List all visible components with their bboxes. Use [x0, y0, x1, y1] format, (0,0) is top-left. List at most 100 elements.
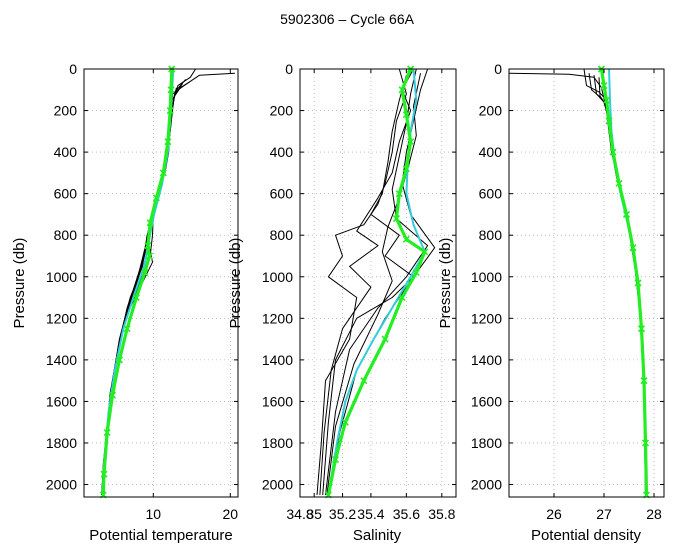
dens-ytick-label: 1200 [471, 310, 502, 326]
sal-ytick-label: 2000 [262, 477, 293, 493]
sal-profile-line-2 [322, 75, 414, 495]
temp-current-point [164, 138, 172, 146]
sal-profile-line-1 [319, 68, 414, 495]
sal-current-point [341, 418, 349, 426]
sal-current-point [402, 111, 410, 119]
figure-title: 5902306 – Cycle 66A [280, 11, 415, 27]
temp-ytick-label: 200 [54, 103, 78, 119]
dens-profile-line-0 [508, 72, 647, 495]
temp-profile-line-4 [102, 83, 184, 495]
temp-xtick-label: 20 [223, 506, 239, 522]
sal-current-point [360, 377, 368, 385]
temp-ytick-label: 0 [69, 61, 77, 77]
sal-profile-line-0 [316, 68, 407, 495]
sal-xtick-label: 35.4 [357, 506, 384, 522]
dens-ytick-label: 2000 [471, 477, 502, 493]
sal-current-point [407, 138, 415, 146]
sal-xlabel: Salinity [353, 527, 402, 544]
sal-series [316, 65, 436, 499]
panel-temperature: 0 200 400 600 800 1000 1200 1400 1600 1800 2000 10 2… [11, 61, 239, 544]
temp-reference-line-6 [101, 68, 175, 495]
sal-xtick-label: 35.6 [393, 506, 420, 522]
temp-current-point [159, 169, 167, 177]
dens-ytick-label: 200 [479, 103, 503, 119]
sal-current-point [392, 215, 401, 223]
dens-ylabel: Pressure (db) [437, 238, 454, 329]
temp-current-point [167, 86, 175, 94]
temp-ylabel: Pressure (db) [11, 238, 28, 329]
sal-ytick-label: 600 [270, 186, 294, 202]
sal-current-point [331, 456, 340, 464]
dens-ytick-label: 800 [479, 227, 503, 243]
dens-current-point [615, 179, 623, 187]
dens-series [508, 65, 651, 499]
sal-current-point [402, 235, 410, 243]
sal-ytick-label: 1800 [262, 435, 293, 451]
sal-current-point [402, 165, 410, 173]
sal-ytick-label: 1400 [262, 352, 293, 368]
temp-ticks: 0 200 400 600 800 1000 1200 1400 1600 1800 2000 10 2… [46, 61, 238, 522]
dens-current-point [640, 377, 648, 385]
temp-ytick-label: 600 [54, 186, 78, 202]
temp-ytick-label: 1600 [46, 393, 77, 409]
temp-profile-line-2 [102, 81, 191, 495]
dens-ytick-label: 600 [479, 186, 503, 202]
temp-profile-line-3 [102, 79, 186, 495]
temp-current-point [100, 470, 108, 478]
sal-ytick-label: 1600 [262, 393, 293, 409]
sal-ytick-label: 400 [270, 144, 294, 160]
sal-current-point [421, 248, 429, 256]
sal-xtick-label: 34.8 [286, 506, 313, 522]
sal-ticks: 0 200 400 600 800 1000 1200 1400 1600 1800 2000 34.… [262, 61, 456, 522]
sal-current-point [398, 86, 406, 94]
dens-xtick-label: 26 [546, 506, 562, 522]
temp-current-point [166, 106, 174, 115]
temp-profile-line-1 [101, 68, 197, 495]
dens-xlabel: Potential density [531, 527, 642, 544]
dens-xtick-label: 27 [596, 506, 612, 522]
sal-current-point [412, 269, 420, 277]
sal-current-line-7 [326, 68, 427, 496]
dens-ytick-label: 1600 [471, 393, 502, 409]
dens-ytick-label: 1000 [471, 269, 502, 285]
dens-ticks: 0 200 400 600 800 1000 1200 1400 1600 1800 2000 26 2… [471, 61, 664, 522]
temp-ytick-label: 2000 [46, 477, 77, 493]
sal-axes-frame [299, 68, 457, 498]
sal-ylabel: Pressure (db) [227, 238, 244, 329]
temp-current-point [144, 242, 152, 250]
dens-current-point [609, 148, 617, 156]
temp-current-point [152, 194, 160, 202]
sal-xtick-label: 35 [306, 506, 322, 522]
sal-ytick-label: 1000 [262, 269, 293, 285]
temp-series [99, 65, 235, 499]
temp-ytick-label: 1000 [46, 269, 77, 285]
dens-ytick-label: 0 [494, 61, 502, 77]
dens-current-point [629, 244, 637, 252]
dens-current-point [641, 439, 650, 447]
temp-ytick-label: 800 [54, 227, 78, 243]
temp-current-point [132, 293, 140, 302]
sal-ytick-label: 200 [270, 103, 294, 119]
sal-profile-line-5 [326, 73, 421, 495]
dens-current-point [600, 82, 608, 90]
sal-ytick-label: 800 [270, 227, 294, 243]
temp-xlabel: Potential temperature [89, 527, 232, 544]
dens-axes-frame [508, 68, 665, 498]
dens-current-point [602, 96, 611, 104]
temp-current-point [108, 391, 117, 399]
sal-ytick-label: 1200 [262, 310, 293, 326]
dens-current-point [622, 210, 631, 219]
sal-current-point [398, 293, 406, 302]
temp-xtick-label: 10 [146, 506, 162, 522]
temp-current-point [123, 325, 131, 333]
dens-current-point [637, 325, 646, 333]
dens-ytick-label: 400 [479, 144, 503, 160]
sal-current-point [395, 190, 403, 198]
dens-grid [509, 68, 664, 497]
temp-ytick-label: 1400 [46, 352, 77, 368]
sal-xtick-label: 35.8 [428, 506, 455, 522]
sal-grid [299, 68, 456, 497]
temp-grid [84, 68, 238, 497]
sal-ytick-label: 0 [285, 61, 293, 77]
dens-current-point [605, 117, 613, 125]
